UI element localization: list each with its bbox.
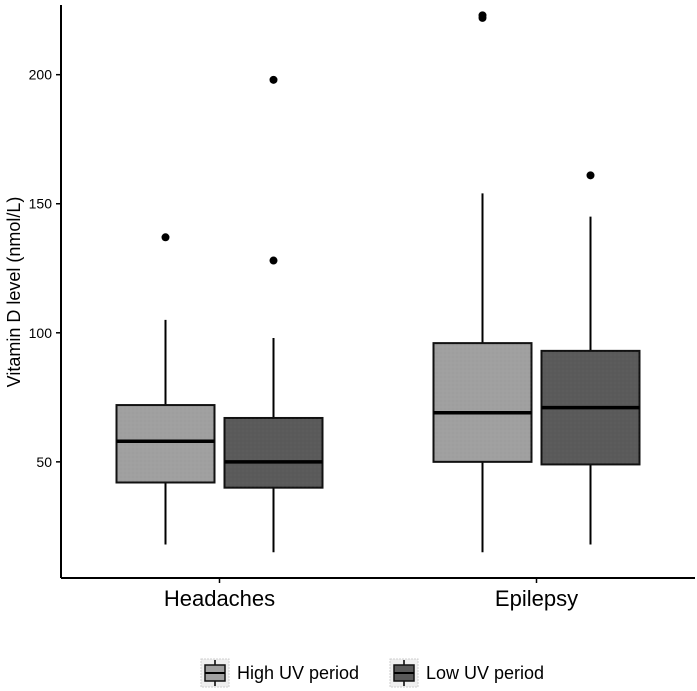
y-tick-label: 150: [29, 196, 53, 212]
y-tick-label: 50: [36, 454, 52, 470]
x-tick-label-epilepsy: Epilepsy: [495, 586, 578, 611]
outlier-point: [478, 11, 487, 20]
box-texture: [433, 343, 532, 462]
y-axis-title: Vitamin D level (nmol/L): [4, 197, 24, 388]
box-headaches-low-uv: [223, 75, 324, 553]
outlier-point: [269, 75, 278, 84]
outlier-point: [161, 233, 170, 242]
box-texture: [224, 417, 323, 488]
outlier-point: [586, 171, 595, 180]
box-epilepsy-high-uv: [432, 11, 533, 553]
plot-area: [115, 11, 641, 553]
axes: Headaches Epilepsy 50 100 150 200: [29, 5, 695, 611]
legend-item-high-uv: High UV period: [200, 658, 359, 688]
y-tick-label: 200: [29, 67, 53, 83]
legend-item-low-uv: Low UV period: [389, 658, 544, 688]
box-headaches-high-uv: [115, 233, 216, 545]
legend-label: High UV period: [237, 663, 359, 683]
legend-label: Low UV period: [426, 663, 544, 683]
box-texture: [116, 405, 215, 483]
legend: High UV period Low UV period: [200, 658, 544, 688]
y-tick-label: 100: [29, 325, 53, 341]
box-epilepsy-low-uv: [540, 171, 641, 545]
outlier-point: [269, 256, 278, 265]
x-tick-label-headaches: Headaches: [164, 586, 275, 611]
